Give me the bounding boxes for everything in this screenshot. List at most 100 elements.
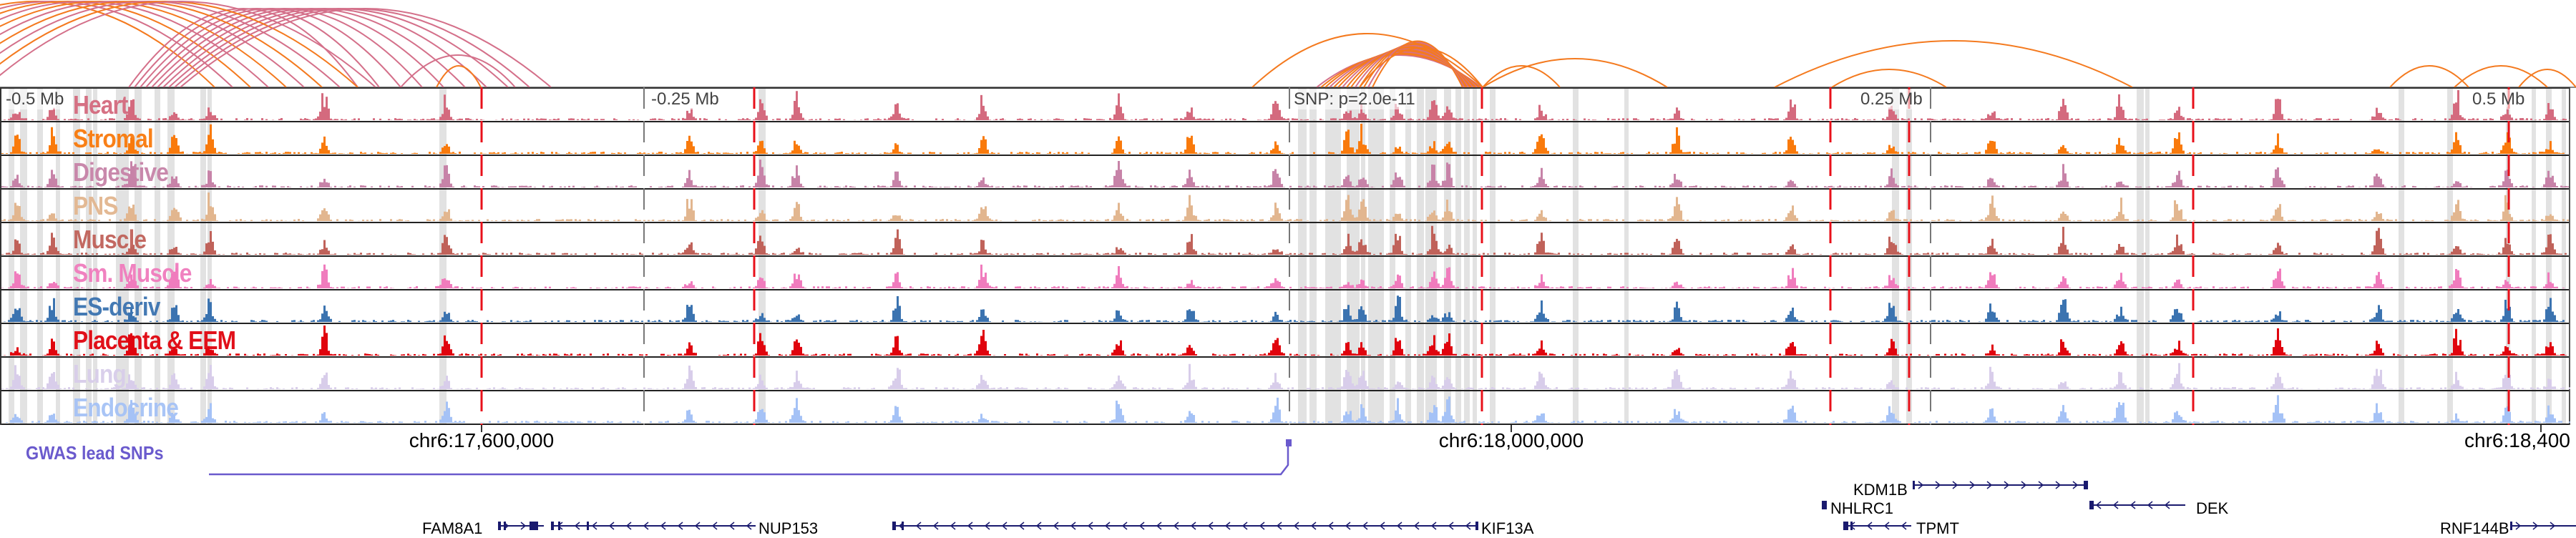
shaded-region <box>116 223 129 255</box>
shaded-region <box>1455 156 1461 188</box>
shaded-region <box>1361 391 1365 424</box>
shaded-region <box>2145 257 2150 289</box>
shaded-region <box>439 290 447 323</box>
shaded-region <box>1464 122 1470 155</box>
shaded-region <box>2532 257 2536 289</box>
gene-kif13a[interactable] <box>892 522 1478 530</box>
axis-label-18000000: chr6:18,000,000 <box>1438 429 1584 451</box>
shaded-region <box>2137 290 2144 323</box>
gwas-snp-connector <box>209 444 1289 476</box>
shaded-region <box>2145 89 2150 121</box>
gene-label-kdm1b[interactable]: KDM1B <box>1853 481 1908 499</box>
shaded-region <box>1368 290 1384 323</box>
shaded-region <box>1298 391 1307 424</box>
shaded-region <box>86 190 92 222</box>
shaded-region <box>1417 156 1424 188</box>
shaded-region <box>1309 156 1317 188</box>
gene-label-nhlrc1[interactable]: NHLRC1 <box>1830 499 1894 517</box>
gene-rnf144b[interactable] <box>2510 522 2576 530</box>
shaded-region <box>116 391 129 424</box>
shaded-region <box>2145 223 2150 255</box>
loop-arc <box>1831 69 1947 88</box>
shaded-region <box>56 324 60 356</box>
shaded-region <box>56 223 60 255</box>
shaded-region <box>1417 324 1424 356</box>
loop-arc <box>174 8 530 88</box>
gene-label-dek[interactable]: DEK <box>2196 499 2229 517</box>
gene-label-nup153[interactable]: NUP153 <box>758 519 819 537</box>
shaded-region <box>2447 324 2453 356</box>
shaded-region <box>1573 324 1579 356</box>
shaded-region <box>1473 89 1477 121</box>
shaded-region <box>1624 257 1629 289</box>
track-label: Endocrine <box>73 393 179 422</box>
shaded-region <box>167 190 175 222</box>
gene-dek[interactable] <box>2089 501 2185 509</box>
shaded-region <box>208 89 212 121</box>
track-heart: Heart <box>1 89 2570 122</box>
shaded-region <box>2145 122 2150 155</box>
shaded-region <box>1455 391 1461 424</box>
gene-label-fam8a1[interactable]: FAM8A1 <box>422 519 483 537</box>
shaded-region <box>37 290 43 323</box>
gwas-lead-snp-marker[interactable] <box>1286 439 1292 446</box>
shaded-region <box>2137 324 2144 356</box>
shaded-region <box>1347 324 1360 356</box>
signal-plot <box>1 122 2566 155</box>
gene-nhlrc1[interactable] <box>1822 501 1827 509</box>
signal-bars <box>6 395 2570 423</box>
shaded-region <box>200 89 206 121</box>
shaded-region <box>1390 223 1395 255</box>
loop-arc <box>400 54 516 88</box>
shaded-region <box>2145 156 2150 188</box>
loop-arc <box>0 1 269 88</box>
shaded-region <box>9 257 14 289</box>
snp-pvalue-label: SNP: p=2.0e-11 <box>1294 89 1415 109</box>
track-label: Lung <box>73 359 127 388</box>
gene-label-kif13a[interactable]: KIF13A <box>1481 519 1534 537</box>
shaded-region <box>2562 89 2566 121</box>
shaded-region <box>167 156 175 188</box>
shaded-region <box>2399 358 2404 390</box>
shaded-region <box>1906 324 1912 356</box>
gene-label-tpmt[interactable]: TPMT <box>1916 519 1959 537</box>
axis-label-18400000: chr6:18,400 <box>2464 429 2570 451</box>
shaded-region <box>1455 290 1461 323</box>
shaded-region <box>2447 257 2453 289</box>
shaded-region <box>1405 391 1411 424</box>
shaded-region <box>155 122 160 155</box>
shaded-region <box>1473 156 1477 188</box>
shaded-region <box>1455 190 1461 222</box>
shaded-region <box>1473 358 1477 390</box>
distance-label-0.25mb: 0.25 Mb <box>1860 89 1923 109</box>
shaded-region <box>200 358 206 390</box>
track-label: Muscle <box>73 225 147 254</box>
shaded-region <box>1473 290 1477 323</box>
shaded-region <box>1473 391 1477 424</box>
gene-kdm1b[interactable] <box>1913 481 2088 489</box>
shaded-region <box>1906 290 1912 323</box>
shaded-region <box>1325 156 1341 188</box>
shaded-region <box>155 290 160 323</box>
shaded-region <box>1325 223 1341 255</box>
shaded-region <box>2532 156 2536 188</box>
distance-label-0.5mb: 0.5 Mb <box>2472 89 2525 109</box>
gene-nup153[interactable] <box>551 522 756 530</box>
shaded-region <box>1464 156 1470 188</box>
shaded-region <box>9 358 14 390</box>
gene-fam8a1[interactable] <box>498 522 544 530</box>
shaded-region <box>1405 324 1411 356</box>
shaded-region <box>1573 122 1579 155</box>
shaded-region <box>758 122 766 155</box>
gene-label-rnf144b[interactable]: RNF144B <box>2440 519 2509 537</box>
shaded-region <box>37 223 43 255</box>
track-sm-muscle: Sm. Muscle <box>1 257 2569 290</box>
signal-plot <box>1 358 2570 390</box>
gene-tpmt[interactable] <box>1843 522 1911 530</box>
shaded-region <box>2137 122 2144 155</box>
track-endocrine: Endocrine <box>1 391 2570 425</box>
shaded-region <box>1368 122 1384 155</box>
shaded-region <box>2399 223 2404 255</box>
shaded-region <box>1298 122 1307 155</box>
shaded-region <box>86 122 92 155</box>
